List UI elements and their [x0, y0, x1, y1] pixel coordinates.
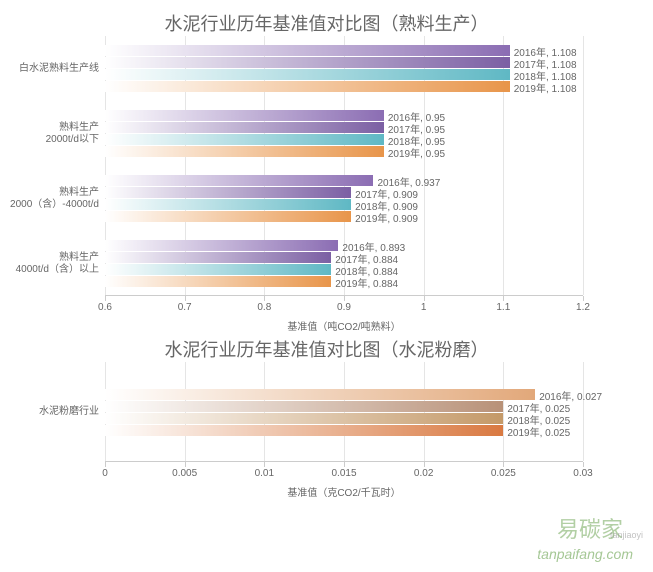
chart2-x-tick: 0.02: [414, 468, 433, 479]
chart1-x-tick: 0.9: [337, 302, 351, 313]
chart1-y-label: 白水泥熟料生产线: [10, 63, 99, 75]
chart1-bar: [105, 187, 351, 198]
chart1-bar-label: 2019年, 0.95: [388, 145, 445, 160]
chart2-bar: [105, 413, 503, 424]
chart2-x-tick: 0.03: [573, 468, 592, 479]
chart2-grid-line: [264, 362, 265, 461]
chart2-grid-line: [344, 362, 345, 461]
chart1-tick-mark: [424, 296, 425, 301]
chart2-x-tick: 0: [102, 468, 108, 479]
chart2-x-tick: 0.01: [255, 468, 274, 479]
chart1-tick-mark: [583, 296, 584, 301]
chart1-x-axis-title: 基准值（吨CO2/吨熟料）: [105, 318, 583, 333]
chart2-tick-mark: [424, 462, 425, 467]
watermark-url: tanpaifang.com: [537, 546, 633, 562]
chart2-bar: [105, 389, 535, 400]
chart1-x-tick: 0.7: [178, 302, 192, 313]
chart2-grid-line: [503, 362, 504, 461]
chart1-container: 水泥行业历年基准值对比图（熟料生产） 2016年, 1.1082017年, 1.…: [10, 10, 643, 326]
chart1-plot-area: 2016年, 1.1082017年, 1.1082018年, 1.1082019…: [105, 36, 583, 296]
chart1-bar: [105, 134, 384, 145]
chart1-bar: [105, 122, 384, 133]
chart2-tick-mark: [105, 462, 106, 467]
chart1-x-tick: 1: [421, 302, 427, 313]
chart1-bar: [105, 240, 338, 251]
chart1-x-tick: 1.1: [496, 302, 510, 313]
chart2-tick-mark: [583, 462, 584, 467]
chart2-grid-line: [105, 362, 106, 461]
chart2-x-axis-title: 基准值（克CO2/千瓦时）: [105, 484, 583, 499]
chart1-bar: [105, 81, 510, 92]
chart2-tick-mark: [503, 462, 504, 467]
chart2-plot-area: 2016年, 0.0272017年, 0.0252018年, 0.0252019…: [105, 362, 583, 462]
chart2-title: 水泥行业历年基准值对比图（水泥粉磨）: [10, 336, 643, 362]
chart1-bar: [105, 199, 351, 210]
chart1-tick-mark: [105, 296, 106, 301]
chart1-y-label: 熟料生产 4000t/d（含）以上: [10, 252, 99, 276]
chart1-tick-mark: [503, 296, 504, 301]
chart1-bar: [105, 110, 384, 121]
chart2-container: 水泥行业历年基准值对比图（水泥粉磨） 2016年, 0.0272017年, 0.…: [10, 336, 643, 502]
chart1-body: 2016年, 1.1082017年, 1.1082018年, 1.1082019…: [10, 36, 643, 326]
chart1-bar: [105, 252, 331, 263]
chart2-bar: [105, 401, 503, 412]
chart1-tick-mark: [344, 296, 345, 301]
chart1-y-label: 熟料生产 2000t/d以下: [10, 122, 99, 146]
chart1-x-tick: 0.6: [98, 302, 112, 313]
chart1-bar-label: 2019年, 1.108: [514, 80, 577, 95]
chart2-bar-label: 2019年, 0.025: [507, 424, 570, 439]
chart1-y-label: 熟料生产 2000（含）-4000t/d: [10, 187, 99, 211]
chart1-bar: [105, 211, 351, 222]
chart2-grid-line: [424, 362, 425, 461]
chart1-tick-mark: [264, 296, 265, 301]
chart1-bar: [105, 175, 373, 186]
chart2-body: 2016年, 0.0272017年, 0.0252018年, 0.0252019…: [10, 362, 643, 502]
chart1-tick-mark: [185, 296, 186, 301]
chart2-x-tick: 0.005: [172, 468, 197, 479]
chart1-title: 水泥行业历年基准值对比图（熟料生产）: [10, 10, 643, 36]
chart1-x-tick: 0.8: [257, 302, 271, 313]
chart1-grid-line: [583, 36, 584, 295]
chart2-tick-mark: [344, 462, 345, 467]
chart2-grid-line: [185, 362, 186, 461]
chart2-y-label: 水泥粉磨行业: [10, 406, 99, 418]
chart2-tick-mark: [264, 462, 265, 467]
chart1-bar: [105, 146, 384, 157]
chart2-grid-line: [583, 362, 584, 461]
chart1-bar: [105, 69, 510, 80]
chart1-bar: [105, 57, 510, 68]
chart1-bar: [105, 264, 331, 275]
chart1-x-tick: 1.2: [576, 302, 590, 313]
watermark-sub: tanjiaoyi: [610, 530, 643, 540]
chart2-x-tick: 0.015: [331, 468, 356, 479]
chart2-x-tick: 0.025: [491, 468, 516, 479]
chart2-bar: [105, 425, 503, 436]
chart1-bar: [105, 45, 510, 56]
chart1-bar-label: 2019年, 0.909: [355, 210, 418, 225]
chart2-tick-mark: [185, 462, 186, 467]
chart1-bar-label: 2019年, 0.884: [335, 275, 398, 290]
chart1-bar: [105, 276, 331, 287]
